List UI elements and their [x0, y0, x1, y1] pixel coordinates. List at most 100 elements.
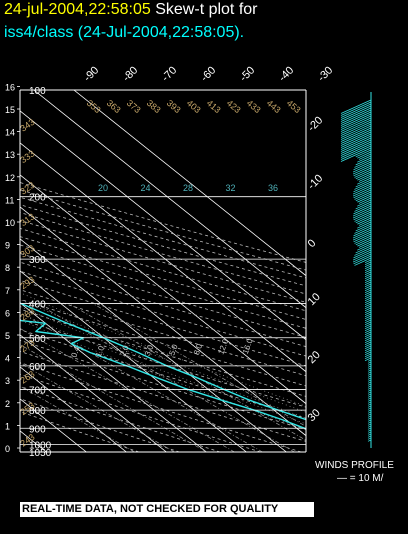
wind-barb: [367, 385, 372, 388]
wind-barb: [353, 249, 372, 259]
wind-barb: [354, 257, 372, 266]
pressure-tick-label: 600: [29, 362, 46, 373]
wind-barb: [357, 221, 372, 229]
isotherm-line: [20, 334, 167, 452]
wind-barb: [364, 357, 372, 362]
isotherm-line: [20, 302, 207, 452]
wind-barb: [352, 163, 372, 173]
dry-adiabat-label: 343: [18, 117, 36, 134]
wind-barb: [340, 131, 372, 146]
wind-barb: [340, 125, 372, 140]
wind-barb: [367, 415, 372, 418]
wind-barb: [355, 171, 372, 180]
wind-barb: [367, 361, 372, 364]
wind-barb: [367, 423, 372, 426]
dry-adiabat-label: 383: [145, 98, 163, 115]
dry-adiabat-label: 403: [185, 98, 203, 115]
dry-adiabat-line: [20, 411, 140, 452]
wind-barb: [354, 247, 372, 256]
dry-adiabat-line: [20, 398, 180, 452]
wind-barb: [357, 151, 372, 159]
wind-barb: [364, 311, 372, 316]
wind-barb: [364, 351, 372, 356]
isotherm-line: [20, 398, 87, 452]
height-tick-label: 9: [5, 241, 10, 251]
wind-barb: [364, 327, 372, 332]
top-temperature-tick: -30: [316, 64, 336, 84]
pressure-tick-label: 1050: [29, 448, 52, 459]
wind-barb: [354, 159, 372, 168]
dry-adiabat-label: 433: [245, 98, 263, 115]
wind-barb: [364, 335, 372, 340]
wind-barb: [352, 165, 372, 175]
right-temperature-tick: 20: [306, 349, 323, 366]
mixing-ratio-label: 2.0: [118, 344, 130, 358]
pressure-tick-label: 200: [29, 193, 46, 204]
dry-adiabat-line: [20, 362, 302, 452]
right-temperature-tick: 30: [306, 407, 323, 424]
wind-barb: [357, 155, 372, 163]
wind-barb: [352, 187, 372, 197]
dry-adiabat-line: [20, 308, 306, 397]
wind-barb: [367, 397, 372, 400]
wind-barb: [364, 315, 372, 320]
wind-barb: [340, 103, 372, 118]
wind-barb: [340, 143, 372, 158]
wind-barb: [367, 395, 372, 398]
wind-barb: [340, 99, 372, 114]
wind-barb: [364, 283, 372, 288]
wind-barb: [367, 389, 372, 392]
wind-barb: [367, 439, 372, 442]
wind-barb: [364, 285, 372, 290]
wind-barb: [340, 121, 372, 136]
wind-barb: [367, 429, 372, 432]
wind-barb: [367, 393, 372, 396]
height-tick-label: 12: [5, 173, 15, 183]
wind-barb: [367, 413, 372, 416]
isotherm-line: [20, 142, 306, 373]
wind-barb: [352, 209, 372, 219]
dry-adiabat-label: 443: [265, 98, 283, 115]
wind-barb: [340, 139, 372, 154]
wind-barb: [364, 353, 372, 358]
wind-barb: [367, 363, 372, 366]
wind-barb: [352, 229, 372, 239]
wind-barb: [364, 303, 372, 308]
wind-barb: [352, 253, 372, 263]
wind-barb: [340, 147, 372, 162]
wind-barb: [364, 307, 372, 312]
isotherm-line: [73, 90, 306, 277]
wind-barb: [364, 331, 372, 336]
moist-adiabat-label: 20: [98, 183, 108, 193]
wind-barb: [340, 119, 372, 134]
wind-barb: [358, 241, 372, 248]
dry-adiabat-label: 423: [225, 98, 243, 115]
height-tick-label: 8: [5, 263, 10, 273]
wind-barb: [364, 277, 372, 282]
height-tick-label: 16: [5, 82, 15, 92]
wind-barb: [367, 431, 372, 434]
wind-barb: [364, 313, 372, 318]
pressure-tick-label: 900: [29, 424, 46, 435]
wind-barb: [364, 333, 372, 338]
wind-barb: [367, 417, 372, 420]
height-tick-label: 5: [5, 331, 10, 341]
wind-barb: [367, 371, 372, 374]
height-tick-label: 6: [5, 308, 10, 318]
wind-barb: [364, 329, 372, 334]
wind-barb: [340, 111, 372, 126]
moist-adiabat-line: [20, 306, 306, 419]
wind-barb: [364, 281, 372, 286]
top-temperature-tick: -80: [121, 64, 141, 84]
wind-barb: [358, 175, 372, 182]
dry-adiabat-label: 393: [165, 98, 183, 115]
dry-adiabat-line: [20, 279, 306, 367]
chart-subtitle: iss4/class (24-Jul-2004,22:58:05).: [4, 24, 245, 41]
wind-barb: [364, 275, 372, 280]
wind-barb: [364, 259, 372, 264]
wind-barb: [340, 109, 372, 124]
wind-barb: [367, 377, 372, 380]
wind-barb: [340, 145, 372, 160]
wind-barb: [364, 273, 372, 278]
pressure-tick-label: 100: [29, 86, 46, 97]
